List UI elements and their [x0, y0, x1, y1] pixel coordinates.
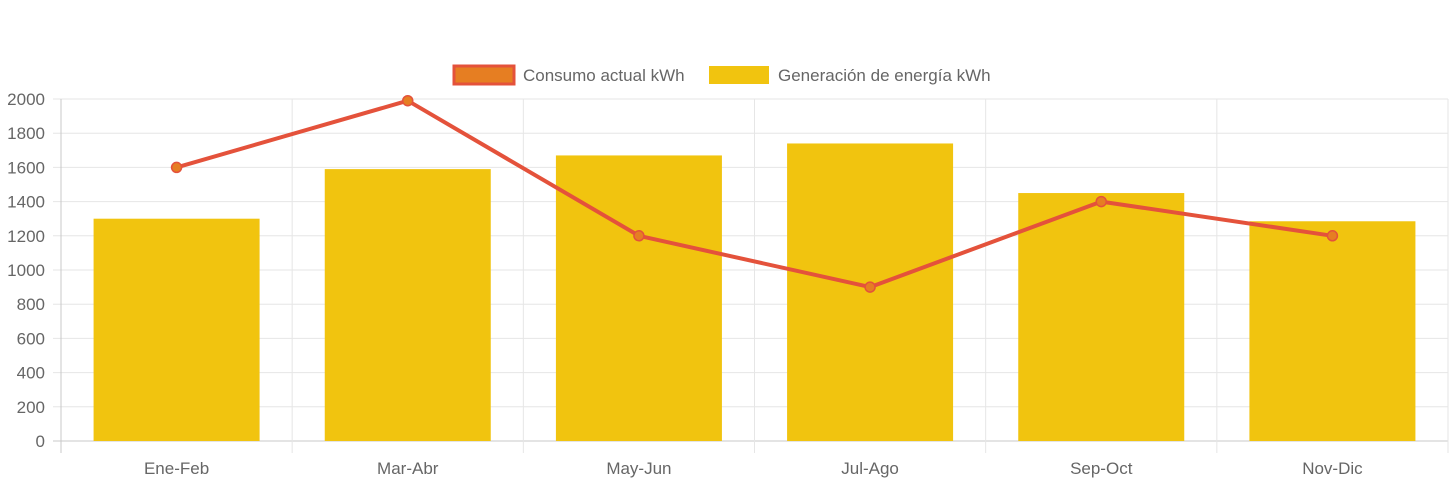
bar-generacion[interactable]: [1018, 193, 1185, 441]
legend-label-consumo[interactable]: Consumo actual kWh: [523, 66, 685, 85]
bar-generacion[interactable]: [93, 218, 260, 441]
y-tick-label: 1200: [7, 227, 45, 246]
bar-generacion[interactable]: [555, 155, 722, 441]
legend-label-generacion[interactable]: Generación de energía kWh: [778, 66, 991, 85]
x-tick-label: Mar-Abr: [377, 459, 439, 478]
y-tick-label: 800: [17, 295, 45, 314]
y-tick-label: 0: [36, 432, 45, 451]
y-tick-label: 400: [17, 364, 45, 383]
bar-generacion[interactable]: [324, 169, 491, 442]
point-consumo[interactable]: [1326, 230, 1339, 242]
line-series: [170, 94, 1339, 293]
x-tick-label: Nov-Dic: [1302, 459, 1363, 478]
y-tick-label: 1400: [7, 193, 45, 212]
x-tick-label: May-Jun: [606, 459, 671, 478]
y-tick-label: 1800: [7, 124, 45, 143]
x-tick-label: Sep-Oct: [1070, 459, 1133, 478]
point-consumo[interactable]: [864, 281, 876, 293]
point-consumo[interactable]: [170, 161, 183, 174]
line-consumo: [176, 98, 1333, 290]
x-tick-label: Ene-Feb: [144, 459, 209, 478]
bar-generacion[interactable]: [1249, 221, 1416, 441]
legend: Consumo actual kWh Generación de energía…: [452, 64, 991, 86]
y-tick-label: 1000: [7, 261, 45, 280]
legend-swatch-generacion[interactable]: [709, 66, 769, 84]
y-tick-label: 200: [17, 398, 45, 417]
grid-lines: [53, 98, 1449, 453]
bar-series: [93, 143, 1416, 442]
point-consumo[interactable]: [402, 94, 414, 107]
y-tick-label: 2000: [7, 90, 45, 109]
point-consumo[interactable]: [1095, 195, 1107, 208]
axes: 0 200 400 600 800 1000 1200 1400 1600 1800 2000 Ene…: [7, 90, 1363, 478]
y-tick-label: 600: [17, 329, 45, 348]
y-tick-label: 1600: [7, 158, 45, 177]
legend-swatch-consumo[interactable]: [452, 64, 516, 86]
x-tick-label: Jul-Ago: [841, 459, 899, 478]
point-consumo[interactable]: [633, 230, 645, 242]
